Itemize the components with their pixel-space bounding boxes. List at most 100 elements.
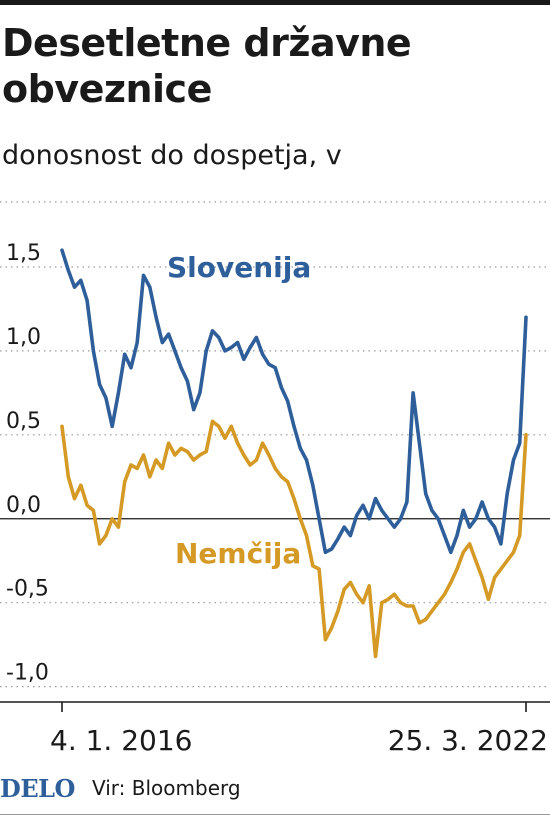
data-point: [380, 601, 384, 605]
data-point: [123, 352, 127, 356]
data-point: [129, 463, 133, 467]
data-point: [79, 278, 83, 282]
data-point: [455, 533, 459, 538]
data-point: [486, 597, 490, 601]
data-point: [399, 517, 403, 521]
x-tick-label-start: 4. 1. 2016: [50, 724, 193, 757]
y-tick-label: -0,5: [6, 577, 49, 602]
data-point: [518, 441, 522, 445]
data-point: [499, 542, 503, 546]
data-point: [72, 497, 77, 501]
data-point: [304, 458, 309, 462]
data-point: [104, 533, 108, 538]
data-point: [242, 453, 246, 457]
data-point: [179, 446, 183, 450]
data-point: [386, 597, 390, 601]
data-point: [66, 268, 70, 272]
data-point: [436, 601, 440, 605]
data-point: [323, 550, 327, 554]
data-point: [367, 517, 371, 521]
data-point: [399, 601, 403, 605]
data-point: [449, 550, 453, 554]
data-point: [98, 542, 102, 546]
series-label-nemcija: Nemčija: [175, 537, 301, 570]
data-point: [411, 391, 415, 395]
delo-logo: DELO: [0, 774, 75, 803]
data-point: [267, 453, 271, 457]
data-point: [511, 458, 516, 462]
data-point: [198, 453, 202, 457]
top-rule: [0, 0, 550, 5]
data-point: [148, 285, 152, 289]
data-point: [511, 550, 516, 554]
data-point: [493, 525, 497, 529]
data-point: [167, 441, 171, 445]
data-point: [179, 366, 183, 370]
data-point: [223, 436, 227, 440]
data-point: [236, 441, 240, 445]
data-point: [248, 463, 252, 467]
data-point: [116, 391, 120, 395]
data-point: [411, 604, 415, 608]
data-point: [480, 500, 484, 504]
data-point: [348, 580, 352, 585]
data-point: [129, 366, 133, 370]
data-point: [192, 458, 196, 462]
data-point: [468, 542, 472, 546]
data-point: [461, 550, 465, 554]
data-point: [286, 480, 290, 484]
data-point: [424, 492, 428, 496]
data-point: [292, 424, 296, 428]
data-point: [261, 441, 265, 445]
y-tick-label: -1,0: [6, 661, 49, 686]
data-point: [279, 475, 284, 479]
data-point: [430, 508, 434, 512]
data-point: [298, 517, 302, 521]
data-point: [342, 525, 346, 529]
data-point: [505, 559, 509, 563]
data-point: [135, 466, 139, 470]
series-label-slovenija: Slovenija: [167, 251, 311, 284]
data-point: [468, 525, 472, 529]
data-point: [386, 517, 390, 521]
data-point: [298, 446, 302, 450]
data-point: [210, 329, 215, 333]
data-point: [110, 424, 114, 428]
data-point: [217, 335, 221, 340]
data-point: [85, 503, 89, 507]
data-point: [192, 408, 196, 412]
data-point: [455, 567, 459, 571]
data-point: [336, 609, 340, 613]
data-point: [91, 508, 95, 512]
data-point: [273, 466, 277, 470]
data-point: [110, 517, 114, 521]
data-point: [160, 340, 164, 345]
data-point: [79, 483, 83, 487]
data-point: [254, 335, 258, 340]
data-point: [236, 340, 240, 345]
data-point: [373, 497, 378, 501]
data-point: [405, 500, 409, 504]
data-point: [248, 345, 252, 350]
data-point: [436, 517, 440, 521]
data-point: [518, 533, 522, 538]
data-point: [392, 525, 396, 529]
data-point: [474, 559, 478, 563]
data-point: [135, 340, 139, 345]
data-point: [198, 391, 202, 395]
data-point: [261, 352, 265, 356]
data-point: [336, 537, 340, 541]
data-point: [355, 592, 359, 596]
data-point: [167, 332, 171, 336]
data-point: [361, 601, 365, 605]
data-point: [123, 480, 127, 484]
data-point: [461, 508, 465, 512]
data-point: [160, 466, 164, 470]
y-tick-label: 0,0: [6, 493, 41, 518]
data-point: [91, 349, 95, 353]
data-point: [330, 547, 334, 551]
line-chart: 1,5 1,0 0,5 0,0 -0,5 -1,0 Slovenija Nemčija 4. 1…: [0, 201, 550, 757]
data-point: [72, 285, 77, 289]
data-point: [474, 517, 478, 521]
data-point: [380, 508, 384, 512]
